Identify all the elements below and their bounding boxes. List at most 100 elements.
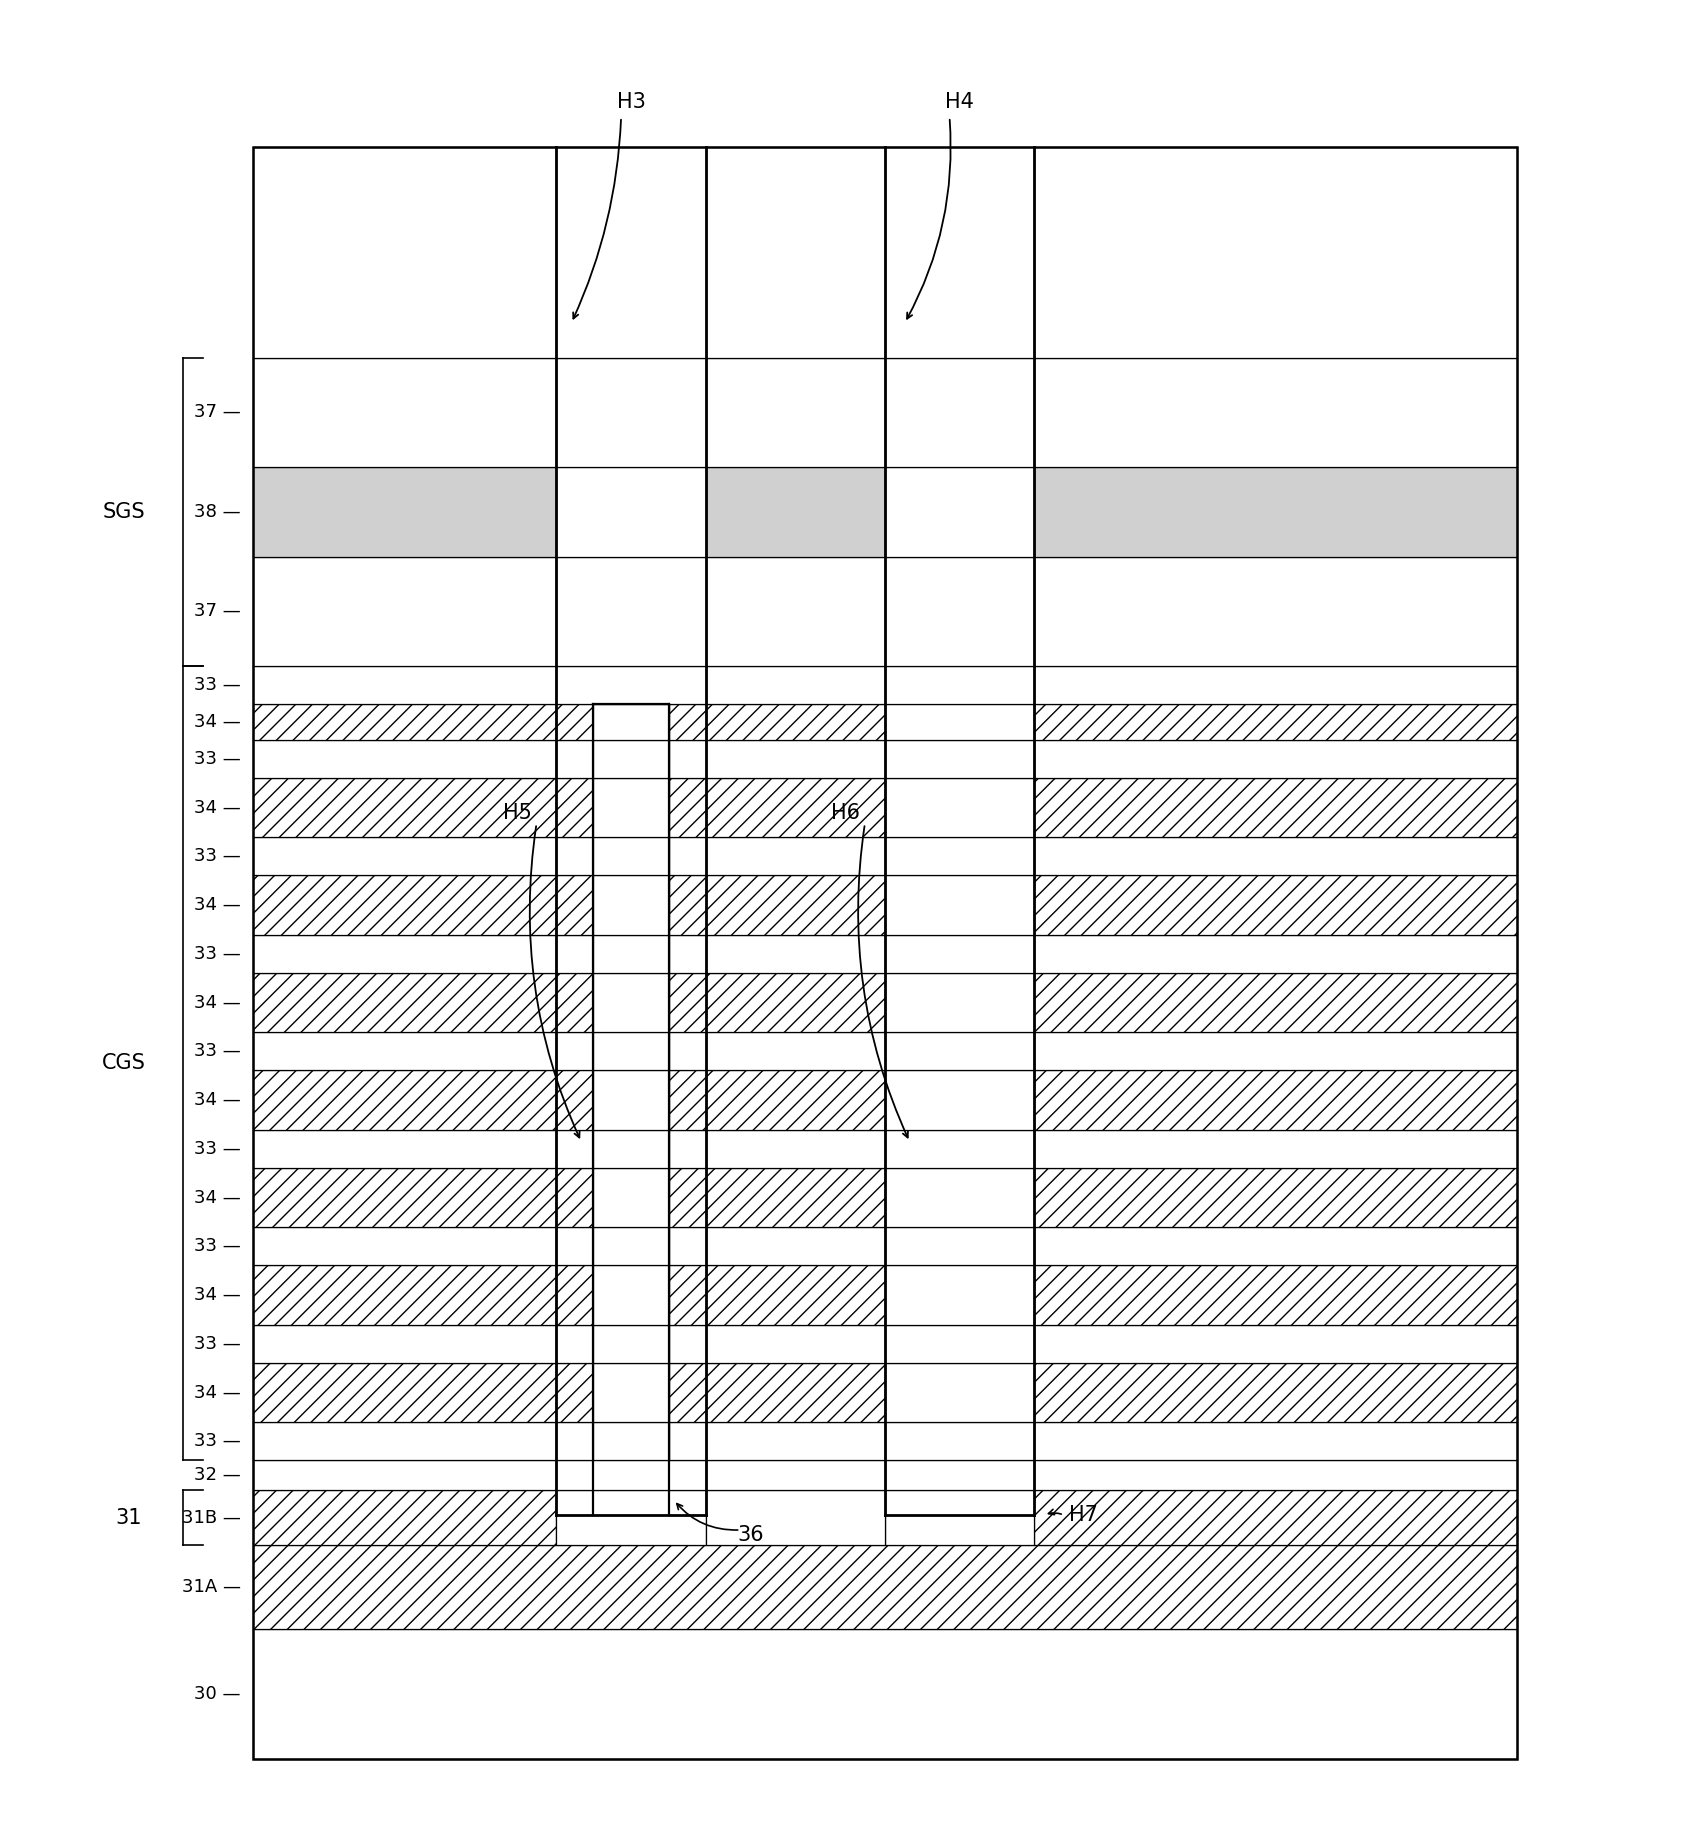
Bar	[706, 1227, 884, 1265]
Text: 33 —: 33 —	[193, 1334, 241, 1353]
Bar	[594, 778, 669, 837]
Text: 34 —: 34 —	[193, 1285, 241, 1303]
Bar	[706, 1460, 884, 1489]
Bar	[706, 973, 884, 1032]
Text: 33 —: 33 —	[193, 944, 241, 963]
Bar	[557, 1265, 594, 1325]
Bar	[1033, 935, 1517, 973]
Text: 38 —: 38 —	[195, 503, 241, 521]
Bar	[669, 1070, 706, 1130]
Bar	[884, 1227, 1033, 1265]
Bar	[557, 973, 594, 1032]
Bar	[669, 704, 706, 740]
Text: 34 —: 34 —	[193, 897, 241, 913]
Bar	[557, 837, 594, 875]
Text: CGS: CGS	[102, 1054, 146, 1074]
Bar	[669, 1325, 706, 1364]
Text: 34 —: 34 —	[193, 798, 241, 817]
Bar	[706, 665, 884, 704]
Bar	[557, 1227, 594, 1265]
Bar	[253, 973, 557, 1032]
Bar	[253, 1169, 557, 1227]
Bar	[594, 1070, 669, 1130]
Bar	[706, 875, 884, 935]
Text: 36: 36	[736, 1524, 764, 1544]
Bar	[1033, 875, 1517, 935]
Bar	[669, 875, 706, 935]
Bar	[594, 704, 669, 740]
Text: H3: H3	[616, 91, 645, 111]
Bar	[557, 778, 594, 837]
Bar	[706, 1489, 884, 1544]
Bar	[884, 1422, 1033, 1460]
Bar	[1033, 1489, 1517, 1544]
Text: 34 —: 34 —	[193, 994, 241, 1012]
Text: 30 —: 30 —	[195, 1684, 241, 1703]
Bar	[884, 1169, 1033, 1227]
Bar	[253, 1364, 557, 1422]
Bar	[253, 556, 557, 665]
Bar	[1033, 665, 1517, 704]
Bar	[594, 1227, 669, 1265]
Bar	[1033, 556, 1517, 665]
Bar	[594, 1130, 669, 1169]
Bar	[669, 778, 706, 837]
Bar	[884, 778, 1033, 837]
Bar	[669, 1422, 706, 1460]
Text: 33 —: 33 —	[193, 1433, 241, 1451]
Text: 32 —: 32 —	[193, 1466, 241, 1484]
Bar	[253, 467, 557, 556]
Bar	[669, 1032, 706, 1070]
Bar	[884, 665, 1033, 704]
Bar	[253, 935, 557, 973]
Bar	[884, 556, 1033, 665]
Bar	[884, 1130, 1033, 1169]
Bar	[706, 1169, 884, 1227]
Bar	[706, 1070, 884, 1130]
Bar	[594, 1364, 669, 1422]
Bar	[1033, 1460, 1517, 1489]
Text: 34 —: 34 —	[193, 1384, 241, 1402]
Bar	[706, 1265, 884, 1325]
Bar	[706, 357, 884, 467]
Bar	[557, 875, 594, 935]
Bar	[706, 704, 884, 740]
Bar	[669, 935, 706, 973]
Bar	[253, 778, 557, 837]
Bar	[253, 1227, 557, 1265]
Bar	[1033, 357, 1517, 467]
Bar	[253, 1460, 557, 1489]
Bar	[253, 148, 557, 357]
Bar	[594, 875, 669, 935]
Bar	[557, 1325, 594, 1364]
Bar	[557, 1364, 594, 1422]
Bar	[706, 1130, 884, 1169]
Bar	[884, 467, 1033, 556]
Bar	[669, 1265, 706, 1325]
Bar	[253, 148, 1517, 1759]
Bar	[1033, 1227, 1517, 1265]
Text: 33 —: 33 —	[193, 676, 241, 695]
Bar	[1033, 704, 1517, 740]
Text: 37 —: 37 —	[193, 403, 241, 421]
Text: 31B —: 31B —	[182, 1508, 241, 1526]
Text: 37 —: 37 —	[193, 602, 241, 620]
Text: 31A —: 31A —	[182, 1579, 241, 1597]
Bar	[706, 1422, 884, 1460]
Bar	[669, 740, 706, 778]
Text: H6: H6	[832, 804, 860, 824]
Bar	[594, 837, 669, 875]
Bar	[706, 740, 884, 778]
Bar	[706, 1032, 884, 1070]
Bar	[594, 1325, 669, 1364]
Bar	[1033, 1070, 1517, 1130]
Bar	[253, 1032, 557, 1070]
Bar	[669, 1169, 706, 1227]
Text: 33 —: 33 —	[193, 749, 241, 767]
Bar	[253, 875, 557, 935]
Bar	[706, 837, 884, 875]
Bar	[557, 1070, 594, 1130]
Bar	[557, 556, 706, 665]
Bar	[669, 1364, 706, 1422]
Bar	[557, 1489, 706, 1544]
